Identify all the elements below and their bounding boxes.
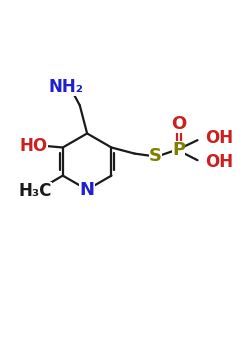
Text: NH₂: NH₂ xyxy=(49,78,84,96)
Text: P: P xyxy=(172,141,185,159)
Text: N: N xyxy=(80,181,94,199)
Text: HO: HO xyxy=(19,136,48,155)
Text: S: S xyxy=(149,147,162,165)
Text: OH: OH xyxy=(205,153,233,171)
Text: OH: OH xyxy=(205,129,233,147)
Text: O: O xyxy=(171,115,186,133)
Text: H₃C: H₃C xyxy=(18,182,52,201)
